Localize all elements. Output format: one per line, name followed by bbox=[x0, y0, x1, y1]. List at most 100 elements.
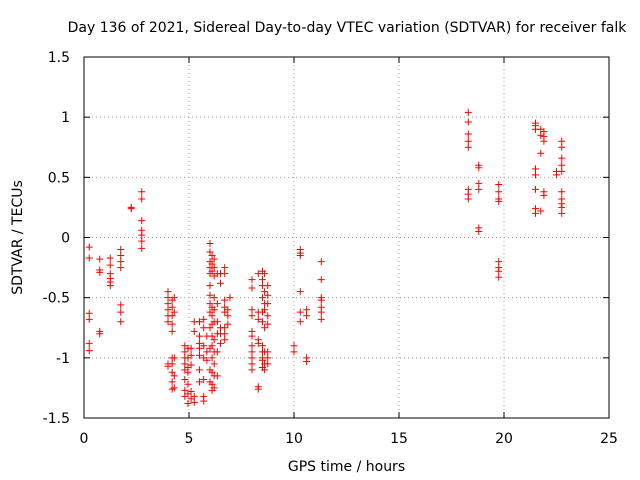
data-point bbox=[96, 330, 104, 338]
data-point bbox=[208, 342, 216, 350]
data-point bbox=[138, 244, 146, 252]
data-point bbox=[190, 327, 198, 335]
data-point bbox=[206, 300, 214, 308]
data-point bbox=[464, 137, 472, 145]
data-point bbox=[168, 360, 176, 368]
data-point bbox=[537, 149, 545, 157]
data-point bbox=[290, 348, 298, 356]
data-point bbox=[213, 300, 221, 308]
data-point bbox=[261, 324, 269, 332]
data-point bbox=[208, 354, 216, 362]
data-point bbox=[190, 392, 198, 400]
data-point bbox=[164, 294, 172, 302]
data-point bbox=[254, 339, 262, 347]
data-point bbox=[206, 248, 214, 256]
data-point bbox=[181, 386, 189, 394]
data-point bbox=[259, 356, 266, 364]
data-point bbox=[210, 255, 218, 263]
data-point bbox=[168, 303, 176, 311]
data-point bbox=[164, 362, 172, 370]
data-point bbox=[213, 318, 221, 326]
data-point bbox=[224, 306, 232, 314]
data-point bbox=[213, 372, 221, 380]
data-point bbox=[317, 308, 325, 316]
data-point bbox=[261, 306, 269, 314]
data-point bbox=[296, 252, 304, 260]
data-point bbox=[558, 167, 566, 175]
data-point bbox=[290, 342, 298, 350]
data-point bbox=[85, 254, 93, 262]
data-point bbox=[261, 270, 269, 278]
data-point bbox=[264, 291, 272, 299]
data-point bbox=[200, 324, 208, 332]
data-point bbox=[184, 368, 192, 376]
data-point bbox=[464, 108, 472, 116]
data-point bbox=[475, 179, 483, 187]
data-point bbox=[495, 273, 503, 281]
data-point bbox=[558, 203, 566, 211]
data-point bbox=[495, 258, 503, 266]
data-point bbox=[164, 288, 172, 296]
data-point bbox=[259, 318, 266, 326]
x-axis-label: GPS time / hours bbox=[288, 459, 405, 475]
data-point bbox=[138, 237, 146, 245]
data-point bbox=[317, 276, 325, 284]
data-point bbox=[106, 282, 114, 290]
data-point bbox=[224, 320, 232, 328]
data-point bbox=[210, 384, 218, 392]
data-point bbox=[210, 264, 218, 272]
grid bbox=[84, 57, 609, 418]
data-point bbox=[85, 347, 93, 355]
data-point bbox=[303, 357, 311, 365]
data-point bbox=[190, 398, 198, 406]
y-tick-label: 1 bbox=[61, 110, 70, 126]
data-point bbox=[200, 397, 208, 405]
data-point bbox=[168, 327, 176, 335]
data-point bbox=[221, 330, 229, 338]
data-point bbox=[117, 258, 125, 266]
data-point bbox=[196, 344, 203, 352]
data-point bbox=[558, 137, 566, 145]
data-point bbox=[558, 209, 566, 217]
data-point bbox=[187, 361, 195, 369]
data-point bbox=[296, 288, 304, 296]
y-tick-label: 0 bbox=[61, 231, 70, 247]
data-point bbox=[208, 312, 216, 320]
data-point bbox=[248, 306, 256, 314]
data-point bbox=[138, 231, 146, 239]
data-point bbox=[317, 258, 325, 266]
data-point bbox=[254, 315, 262, 323]
data-point bbox=[117, 308, 125, 316]
data-point bbox=[200, 315, 208, 323]
plot-frame bbox=[83, 56, 610, 419]
data-point bbox=[187, 344, 195, 352]
data-point bbox=[221, 336, 229, 344]
y-tick-label: 1.5 bbox=[48, 50, 70, 66]
data-point bbox=[206, 324, 214, 332]
data-point bbox=[464, 195, 472, 203]
data-point bbox=[117, 264, 125, 272]
data-point bbox=[138, 217, 146, 225]
data-point bbox=[475, 227, 483, 235]
data-point bbox=[254, 270, 262, 278]
data-point bbox=[196, 332, 203, 340]
data-point bbox=[85, 243, 93, 251]
data-point bbox=[495, 181, 503, 189]
data-point bbox=[261, 366, 269, 374]
data-point bbox=[181, 375, 189, 383]
data-point bbox=[117, 246, 125, 254]
data-point bbox=[540, 137, 548, 145]
data-point bbox=[317, 315, 325, 323]
data-point bbox=[187, 351, 195, 359]
data-point bbox=[248, 354, 256, 362]
x-tick-label: 5 bbox=[185, 431, 194, 447]
data-point bbox=[170, 354, 178, 362]
data-point bbox=[558, 161, 566, 169]
data-point bbox=[213, 348, 221, 356]
data-point bbox=[208, 252, 216, 260]
data-point bbox=[261, 288, 269, 296]
data-point bbox=[168, 320, 176, 328]
data-point bbox=[200, 342, 208, 350]
data-point bbox=[464, 143, 472, 151]
data-point bbox=[248, 284, 256, 292]
